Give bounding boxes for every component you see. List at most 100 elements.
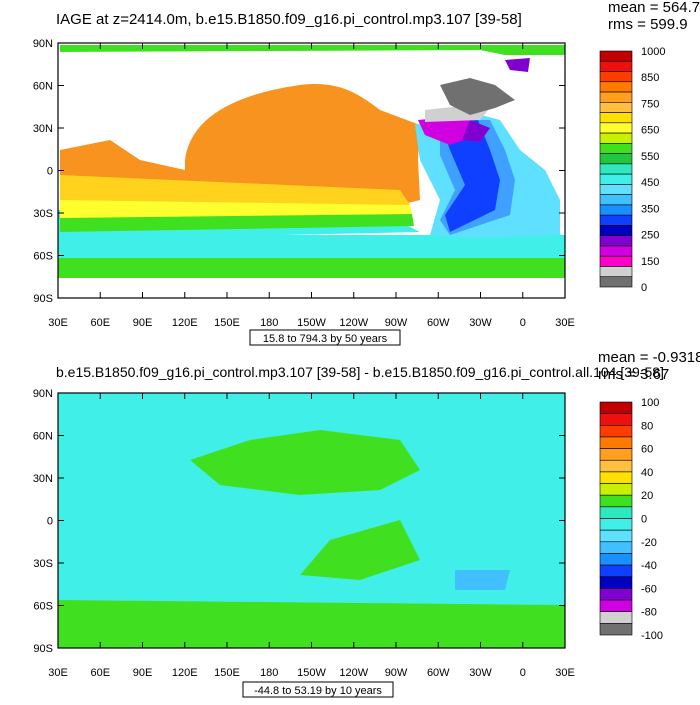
bottom-lat-label: 90S xyxy=(33,643,53,655)
bottom-pacific-green xyxy=(190,430,420,495)
bottom-lon-label: 30E xyxy=(48,667,68,679)
top-colorbar-box xyxy=(599,102,633,113)
bottom-colorbar-box xyxy=(599,599,633,612)
bottom-lon-label: 90E xyxy=(133,667,153,679)
bottom-colorbar-box xyxy=(599,588,633,601)
top-lon-label: 90E xyxy=(133,317,153,329)
bottom-colorbar-box xyxy=(599,576,633,589)
bottom-colorbar-label: 80 xyxy=(641,420,653,432)
bottom-lat-label: 30S xyxy=(33,558,53,570)
top-lon-label: 60E xyxy=(90,317,110,329)
top-colorbar-label: 650 xyxy=(641,125,659,137)
top-lon-label: 180 xyxy=(260,317,278,329)
bottom-colorbar-label: 100 xyxy=(641,397,659,409)
bottom-map-field xyxy=(58,393,565,648)
bottom-lon-labels: 30E 60E 90E 120E 150E 180 150W 120W 90W 60W 30W 0 30… xyxy=(48,393,575,679)
top-colorbar-box xyxy=(599,112,633,124)
bottom-lon-label: 30E xyxy=(555,667,575,679)
top-range-text: 15.8 to 794.3 by 50 years xyxy=(263,333,388,345)
top-lon-label: 150W xyxy=(297,317,326,329)
bottom-lon-label: 150W xyxy=(297,667,326,679)
top-colorbar-box xyxy=(599,122,633,134)
top-colorbar-label: 750 xyxy=(641,98,659,110)
top-colorbar-label: 1000 xyxy=(641,46,665,58)
bottom-colorbar-box xyxy=(599,611,633,624)
bottom-range-box xyxy=(242,681,394,698)
top-lat-label: 30S xyxy=(33,208,53,220)
top-lat-label: 0 xyxy=(47,166,53,178)
bottom-lon-label: 120W xyxy=(339,667,368,679)
bottom-colorbar-label: -80 xyxy=(641,607,657,619)
bottom-title: b.e15.B1850.f09_g16.pi_control.mp3.107 [… xyxy=(56,364,664,380)
bottom-colorbar-box xyxy=(599,623,633,636)
top-lat-labels: 90N 60N 30N 0 30S 60S 90S xyxy=(33,38,565,305)
bottom-map-panel: b.e15.B1850.f09_g16.pi_control.mp3.107 [… xyxy=(33,349,700,698)
bottom-colorbar-box xyxy=(599,401,633,414)
bottom-lon-label: 120E xyxy=(172,667,198,679)
bottom-lat-labels: 90N 60N 30N 0 30S 60S 90S xyxy=(33,388,565,655)
bottom-colorbar-box xyxy=(599,424,633,438)
top-lat-label: 90S xyxy=(33,293,53,305)
bottom-colorbar-box xyxy=(599,436,633,449)
top-lon-label: 60W xyxy=(427,317,450,329)
bottom-lat-label: 90N xyxy=(33,388,53,400)
top-mean-text: mean = 564.7 xyxy=(608,0,700,16)
top-colorbar-box xyxy=(599,81,633,93)
top-colorbar-label: 250 xyxy=(641,230,659,242)
bottom-colorbar-label: 20 xyxy=(641,490,653,502)
bottom-lat-label: 30N xyxy=(33,473,53,485)
top-colorbar-box xyxy=(599,235,633,247)
bottom-colorbar: 100 80 60 40 20 0 -20 -40 -60 -80 -100 xyxy=(599,397,663,642)
bottom-colorbar-box xyxy=(599,413,633,426)
bottom-lon-label: 0 xyxy=(520,667,526,679)
top-atlantic-purple xyxy=(462,120,490,142)
top-colorbar-box xyxy=(599,214,633,226)
bottom-arctic-strip xyxy=(60,395,565,405)
top-lon-label: 150E xyxy=(214,317,240,329)
top-labrador-gray xyxy=(440,78,515,115)
top-pacific-orange xyxy=(185,84,420,205)
bottom-colorbar-box xyxy=(599,448,633,461)
bottom-lon-label: 150E xyxy=(214,667,240,679)
top-colorbar-box xyxy=(599,173,633,185)
top-atlantic-deepblue xyxy=(440,120,500,232)
bottom-rms-text: rms = 3.67 xyxy=(598,366,669,383)
bottom-colorbar-box xyxy=(599,541,633,554)
bottom-range-text: -44.8 to 53.19 by 10 years xyxy=(254,685,382,697)
top-colorbar-label: 550 xyxy=(641,151,659,163)
bottom-light-blue xyxy=(455,570,510,590)
bottom-colorbar-box xyxy=(599,553,633,566)
top-colorbar: 1000 850 750 650 550 450 350 250 150 0 xyxy=(599,46,665,294)
top-colorbar-box xyxy=(599,194,633,206)
top-colorbar-box xyxy=(599,276,633,288)
top-colorbar-box xyxy=(599,132,633,144)
top-colorbar-label: 850 xyxy=(641,72,659,84)
top-lat-label: 90N xyxy=(33,38,53,50)
top-lon-label: 120E xyxy=(172,317,198,329)
bottom-south-green xyxy=(58,600,565,648)
top-colorbar-box xyxy=(599,50,633,62)
bottom-colorbar-label: -40 xyxy=(641,560,657,572)
bottom-mean-text: mean = -0.9318 xyxy=(598,349,700,366)
top-lon-label: 0 xyxy=(520,317,526,329)
bottom-lat-label: 60N xyxy=(33,431,53,443)
top-lon-label: 120W xyxy=(339,317,368,329)
top-map-panel: IAGE at z=2414.0m, b.e15.B1850.f09_g16.p… xyxy=(33,0,700,346)
bottom-colorbar-box xyxy=(599,471,633,484)
bottom-colorbar-box xyxy=(599,506,633,519)
top-colorbar-box xyxy=(599,163,633,175)
top-colorbar-box xyxy=(599,255,633,267)
top-south-green xyxy=(60,214,414,232)
top-colorbar-label: 0 xyxy=(641,282,647,294)
top-colorbar-box xyxy=(599,245,633,257)
bottom-colorbar-label: -100 xyxy=(641,630,663,642)
top-rms-text: rms = 599.9 xyxy=(608,16,688,33)
bottom-colorbar-label: -60 xyxy=(641,583,657,595)
bottom-lon-label: 60E xyxy=(90,667,110,679)
bottom-colorbar-label: 0 xyxy=(641,514,647,526)
top-colorbar-box xyxy=(599,225,633,236)
bottom-lon-label: 90W xyxy=(385,667,408,679)
top-colorbar-label: 150 xyxy=(641,256,659,268)
